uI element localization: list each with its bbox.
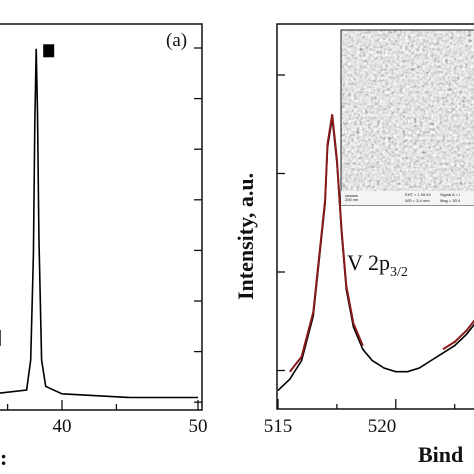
- panel-b-frame: [276, 23, 474, 410]
- sem-inset: 200 nm EHT = 1.00 kV WD = 3.4 mm Signal …: [340, 29, 474, 206]
- x-tick-label-520: 520: [368, 416, 397, 437]
- sem-mag: Mag = 30.0: [440, 198, 461, 203]
- panel-a-ticks: [6, 47, 202, 410]
- x-tick-label-515: 515: [264, 416, 293, 437]
- panel-a-frame: [0, 23, 203, 411]
- sem-eht: EHT = 1.00 kV: [405, 192, 431, 197]
- square-marker-icon: [43, 44, 55, 58]
- panel-a: (a) 40 50 :: [0, 23, 208, 470]
- x-axis-title: Bind: [418, 442, 463, 467]
- sem-image: [341, 30, 474, 191]
- panel-b-ticks: [277, 74, 456, 409]
- peak-annotation-main: V 2p: [347, 250, 390, 275]
- panel-b-fit-line-1: [289, 114, 364, 373]
- peak-annotation: V 2p3/2: [347, 250, 408, 280]
- panel-b: V 2p3/2 Intensity, a.u. 515 520 Bind 200…: [233, 23, 474, 467]
- sem-info-bar: [341, 191, 474, 205]
- sem-scale-label: 200 nm: [345, 197, 359, 202]
- panel-a-axis-label-fragment: :: [0, 445, 7, 470]
- peak-annotation-subscript: 3/2: [390, 265, 408, 280]
- y-axis-title: Intensity, a.u.: [233, 173, 258, 300]
- panel-a-series-line: [0, 48, 198, 399]
- x-tick-label-40: 40: [53, 416, 72, 437]
- panel-b-fit-line-2: [442, 319, 474, 351]
- sem-signal: Signal A = I: [440, 192, 460, 197]
- sem-wd: WD = 3.4 mm: [405, 198, 430, 203]
- panel-a-label: (a): [166, 30, 187, 51]
- x-tick-label-50: 50: [189, 416, 208, 437]
